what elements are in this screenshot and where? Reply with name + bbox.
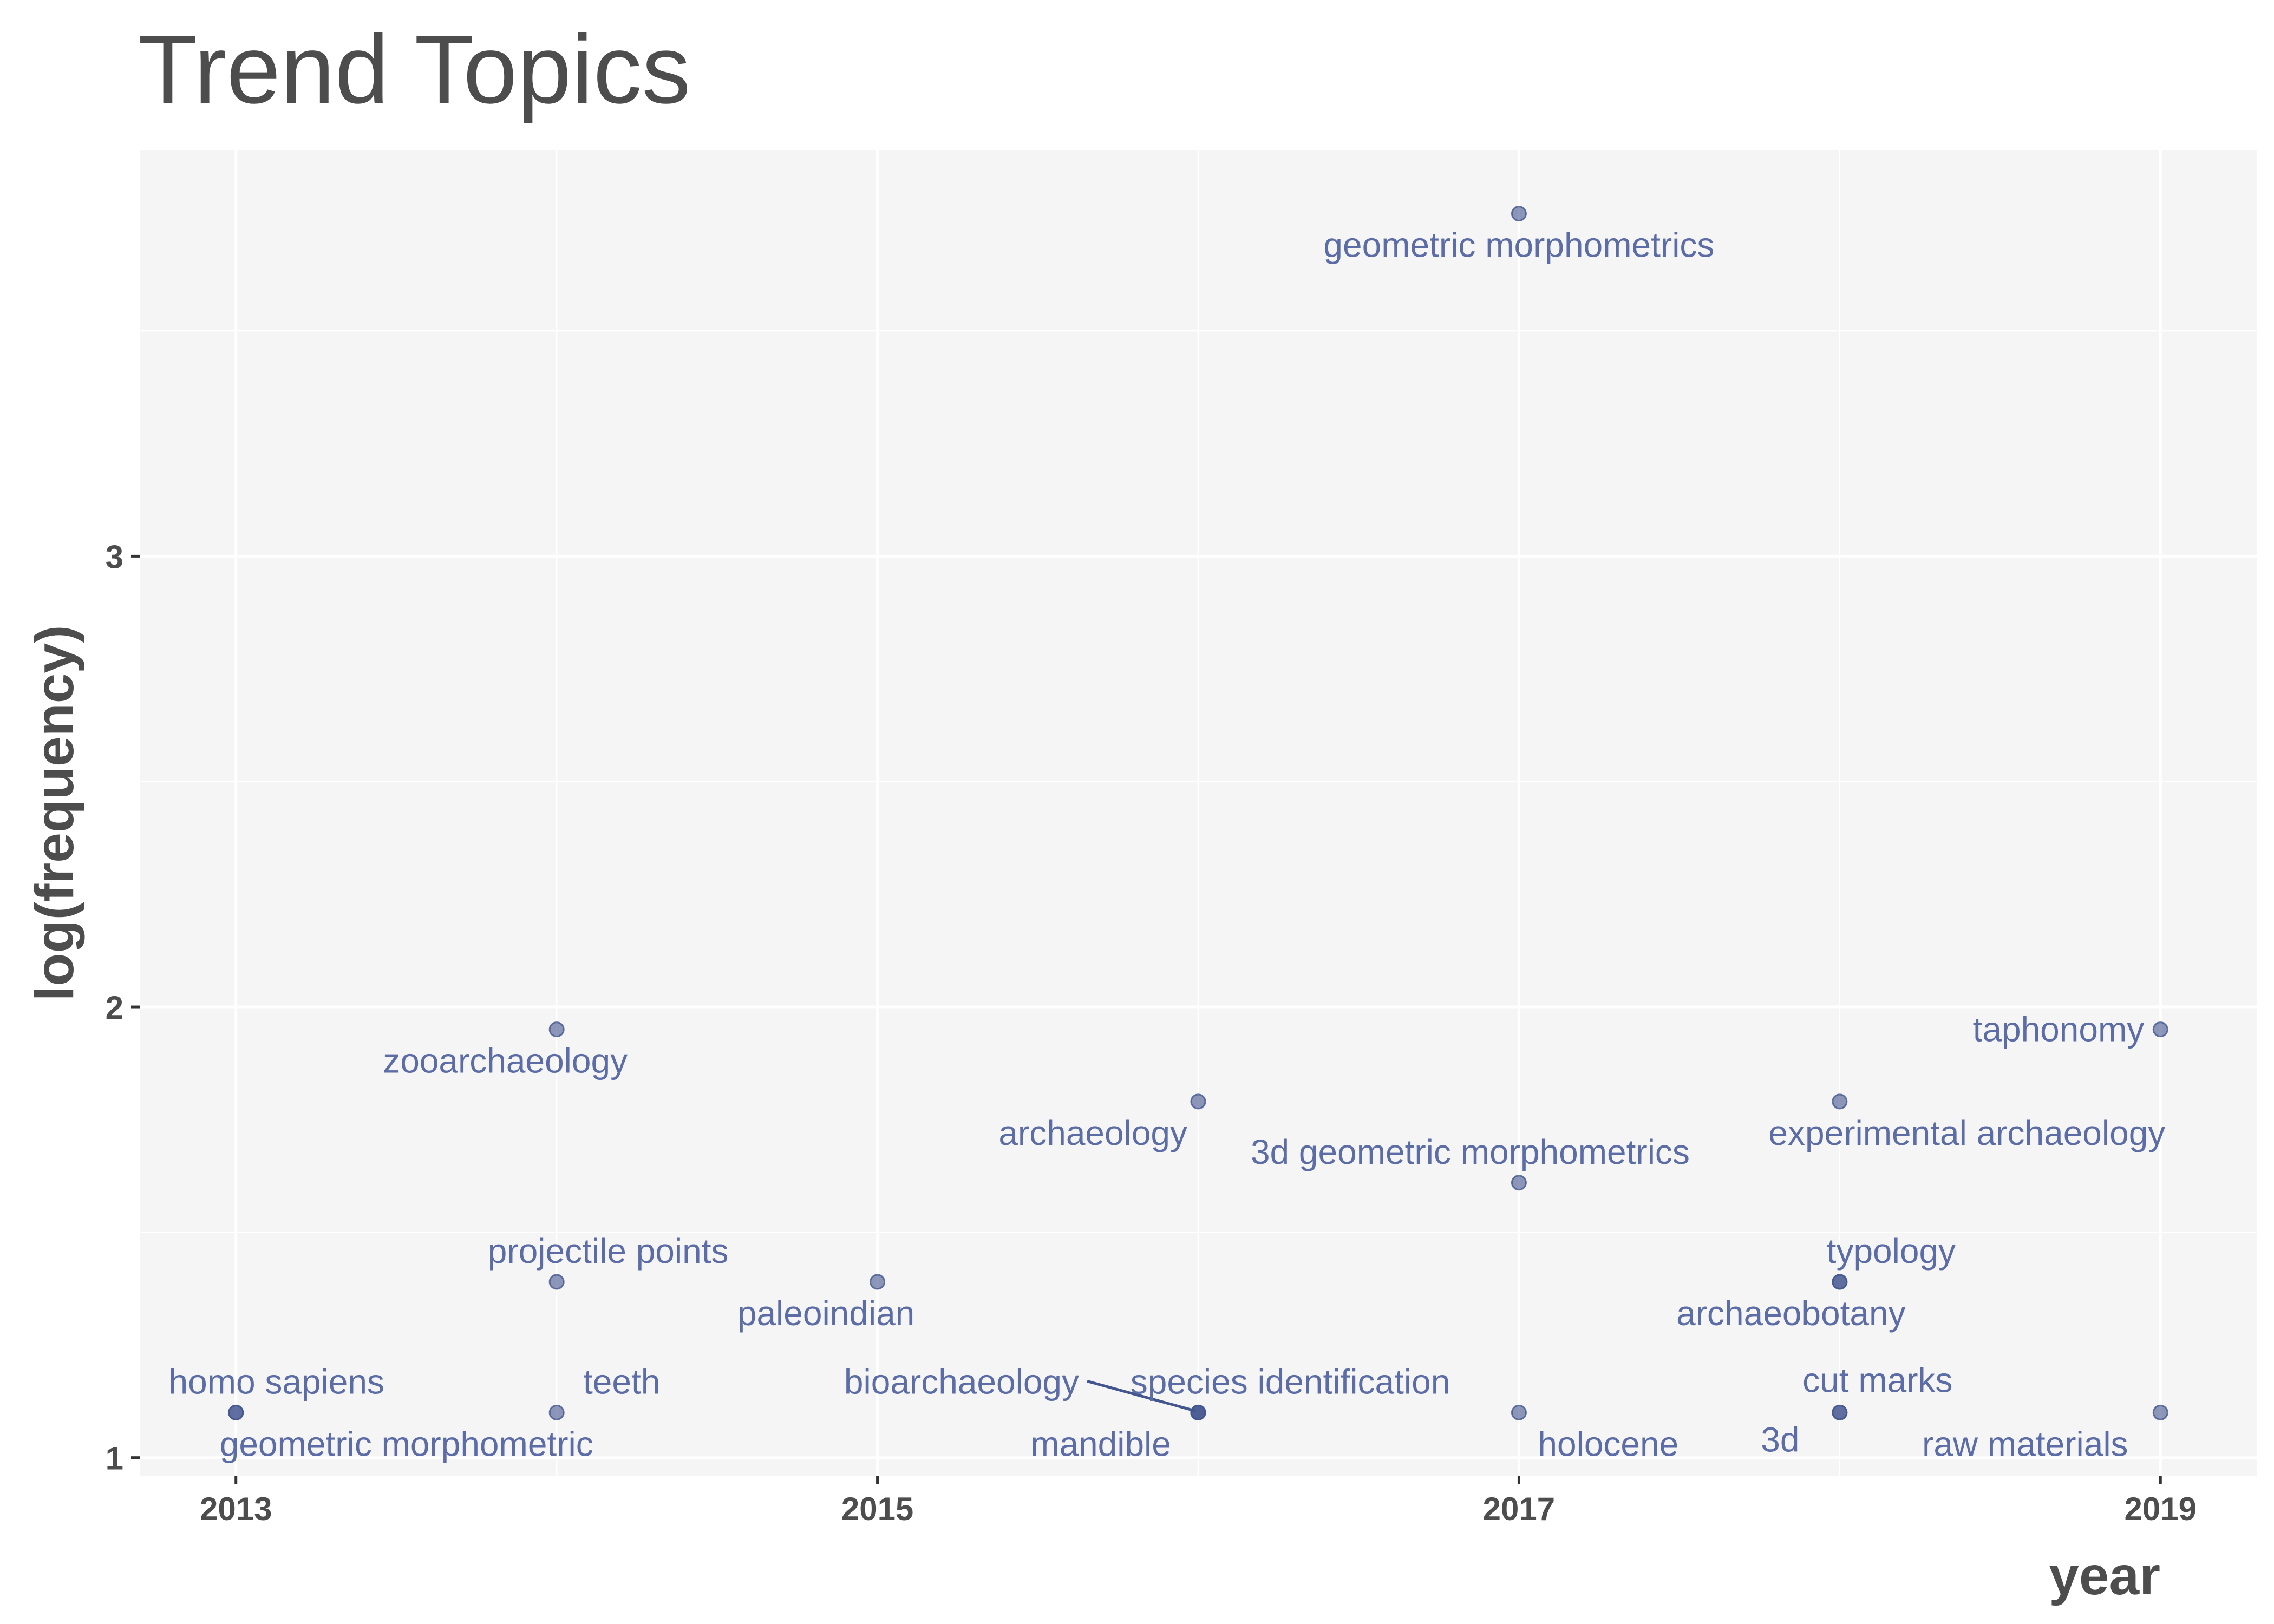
point-label: geometric morphometric xyxy=(220,1424,593,1463)
point-label: raw materials xyxy=(1922,1424,2128,1463)
data-point xyxy=(1832,1093,1848,1110)
point-label: taphonomy xyxy=(1973,1010,2145,1049)
point-label: species identification xyxy=(1131,1362,1450,1401)
point-label: teeth xyxy=(583,1362,660,1401)
label-connectors xyxy=(1087,1380,1196,1412)
point-label: paleoindian xyxy=(737,1294,914,1333)
data-point xyxy=(548,1274,565,1290)
point-label: experimental archaeology xyxy=(1768,1114,2165,1152)
point-label: holocene xyxy=(1538,1424,1678,1463)
point-label: typology xyxy=(1827,1232,1956,1271)
x-tick-label: 2015 xyxy=(841,1491,913,1527)
x-tick-label: 2019 xyxy=(2125,1491,2197,1527)
data-point xyxy=(2152,1021,2168,1038)
point-label: mandible xyxy=(1030,1424,1171,1463)
point-label: 3d xyxy=(1761,1420,1799,1459)
axis-ticks: 2013 2015 2017 2019 1 2 3 xyxy=(106,539,2197,1527)
point-label: archaeology xyxy=(998,1114,1187,1152)
chart-title: Trend Topics xyxy=(138,15,691,124)
data-point xyxy=(1511,206,1527,222)
data-point xyxy=(1511,1404,1527,1420)
point-labels: geometric morphometrics zooarchaeology tap… xyxy=(168,226,2165,1464)
data-point xyxy=(548,1021,565,1038)
data-point xyxy=(1832,1274,1848,1290)
data-point xyxy=(548,1404,565,1420)
grid-lines xyxy=(140,150,2257,1476)
data-point xyxy=(870,1274,886,1290)
y-tick-label: 3 xyxy=(106,539,123,575)
point-label: zooarchaeology xyxy=(383,1042,628,1081)
point-label: cut marks xyxy=(1802,1360,1952,1399)
point-label: bioarchaeology xyxy=(844,1362,1079,1401)
label-connector-line xyxy=(1087,1380,1196,1412)
point-label: geometric morphometrics xyxy=(1323,226,1714,265)
y-tick-label: 2 xyxy=(106,990,123,1026)
y-tick-label: 1 xyxy=(106,1440,123,1477)
data-point xyxy=(1190,1404,1206,1420)
data-point xyxy=(1511,1175,1527,1191)
data-point xyxy=(1190,1093,1206,1110)
data-points xyxy=(228,206,2168,1420)
point-label: archaeobotany xyxy=(1676,1294,1905,1333)
point-label: projectile points xyxy=(488,1232,729,1271)
y-axis-title: log(frequency) xyxy=(24,625,85,1001)
x-tick-label: 2013 xyxy=(200,1491,272,1527)
point-label: 3d geometric morphometrics xyxy=(1251,1132,1690,1171)
data-point xyxy=(1832,1404,1848,1420)
data-point xyxy=(2152,1404,2168,1420)
x-axis-title: year xyxy=(2049,1546,2160,1606)
point-label: homo sapiens xyxy=(168,1362,384,1401)
x-tick-label: 2017 xyxy=(1483,1491,1555,1527)
data-point xyxy=(228,1404,244,1420)
